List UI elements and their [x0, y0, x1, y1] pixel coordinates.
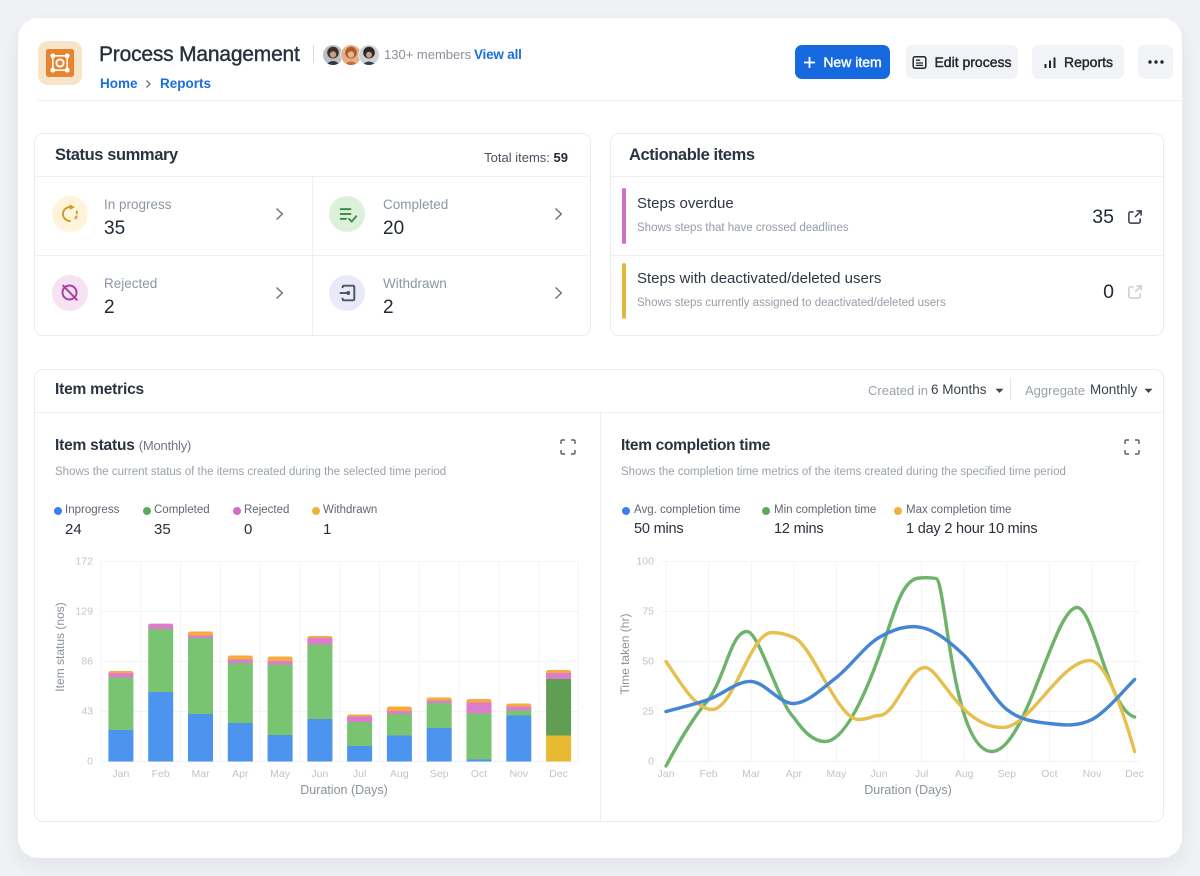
svg-text:0: 0 — [648, 756, 654, 768]
svg-text:Oct: Oct — [471, 768, 487, 780]
svg-text:0: 0 — [87, 756, 93, 768]
svg-text:25: 25 — [642, 706, 654, 718]
svg-text:Aug: Aug — [390, 768, 409, 780]
svg-text:Sep: Sep — [997, 768, 1016, 780]
svg-text:Mar: Mar — [191, 768, 210, 780]
svg-text:172: 172 — [75, 556, 93, 568]
svg-text:Apr: Apr — [232, 768, 249, 780]
svg-text:Mar: Mar — [742, 768, 761, 780]
svg-text:Feb: Feb — [700, 768, 718, 780]
svg-text:Item status (nos): Item status (nos) — [53, 602, 67, 691]
svg-text:Jul: Jul — [915, 768, 928, 780]
svg-text:May: May — [270, 768, 291, 780]
svg-text:Aug: Aug — [955, 768, 974, 780]
svg-text:Apr: Apr — [786, 768, 803, 780]
svg-text:Jan: Jan — [112, 768, 129, 780]
svg-text:Nov: Nov — [1083, 768, 1102, 780]
svg-text:86: 86 — [81, 656, 93, 668]
svg-text:Jul: Jul — [353, 768, 366, 780]
svg-text:Dec: Dec — [1125, 768, 1144, 780]
svg-text:Jan: Jan — [658, 768, 675, 780]
svg-text:75: 75 — [642, 606, 654, 618]
svg-text:50: 50 — [642, 656, 654, 668]
svg-text:Jun: Jun — [311, 768, 328, 780]
svg-text:Sep: Sep — [430, 768, 449, 780]
svg-text:Oct: Oct — [1041, 768, 1057, 780]
svg-text:Feb: Feb — [152, 768, 170, 780]
svg-text:Nov: Nov — [509, 768, 528, 780]
svg-text:Duration (Days): Duration (Days) — [864, 783, 952, 797]
svg-text:Jun: Jun — [871, 768, 888, 780]
svg-text:Time taken (hr): Time taken (hr) — [618, 614, 632, 695]
svg-text:Dec: Dec — [549, 768, 568, 780]
svg-text:May: May — [826, 768, 847, 780]
svg-text:43: 43 — [81, 706, 93, 718]
svg-text:100: 100 — [636, 556, 654, 568]
svg-text:129: 129 — [75, 606, 93, 618]
svg-text:Duration (Days): Duration (Days) — [300, 783, 388, 797]
